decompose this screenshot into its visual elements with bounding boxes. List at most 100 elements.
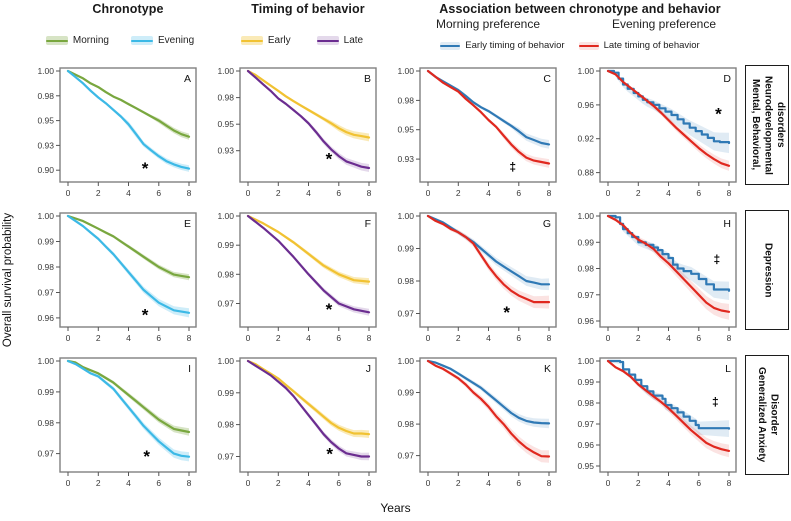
survival-plot-D: 1.00 0.96 0.92 0.88 0 2 4 6 8 D * xyxy=(577,66,737,198)
survival-curve xyxy=(426,359,551,458)
x-tick-label: 2 xyxy=(96,333,101,343)
evening-swatch-icon xyxy=(131,36,153,45)
x-tick-label: 2 xyxy=(96,478,101,488)
panel-J: 1.00 0.99 0.98 0.97 0 2 4 6 8 J * xyxy=(210,352,382,498)
x-tick-label: 0 xyxy=(246,478,251,488)
survival-curve xyxy=(426,69,551,146)
survival-plot-F: 1.00 0.99 0.98 0.97 0 2 4 6 8 F * xyxy=(217,211,377,343)
y-tick-label: 0.93 xyxy=(217,146,234,156)
subheader-morning-preference: Morning preference xyxy=(435,17,541,31)
panel-letter: J xyxy=(366,363,371,375)
panel-H: 1.00 0.99 0.98 0.97 0.96 0 2 4 6 8 H ‡ xyxy=(570,207,742,353)
morning-swatch-icon xyxy=(45,36,68,45)
x-tick-label: 2 xyxy=(636,333,641,343)
row-label-box-mental-behavioral: Mental, Behavioral, Neurodevelopmental d… xyxy=(745,65,789,185)
row-label-box-generalized-anxiety: Generalized Anxiety Disorder xyxy=(745,355,789,475)
y-tick-label: 0.97 xyxy=(397,309,414,319)
panel-K: 1.00 0.99 0.98 0.97 0 2 4 6 8 K xyxy=(390,352,562,498)
confidence-band xyxy=(428,215,549,309)
y-tick-label: 0.99 xyxy=(217,388,234,398)
y-tick-label: 0.95 xyxy=(577,461,594,471)
significance-asterisk: * xyxy=(142,305,149,324)
x-tick-label: 8 xyxy=(367,188,372,198)
x-tick-label: 4 xyxy=(126,188,131,198)
significance-asterisk: * xyxy=(143,447,150,466)
panel-letter: D xyxy=(723,73,731,85)
y-tick-label: 1.00 xyxy=(217,66,234,76)
x-tick-label: 0 xyxy=(606,333,611,343)
survival-plot-A: 1.00 0.98 0.95 0.93 0.90 0 2 4 6 8 A * xyxy=(37,66,197,198)
panel-letter: A xyxy=(184,73,191,85)
plot-border xyxy=(599,67,737,183)
panel-F: 1.00 0.99 0.98 0.97 0 2 4 6 8 F * xyxy=(210,207,382,353)
y-tick-label: 1.00 xyxy=(577,356,594,366)
significance-asterisk: * xyxy=(715,105,722,124)
y-tick-label: 0.97 xyxy=(217,452,234,462)
y-tick-label: 0.98 xyxy=(577,264,594,274)
legend-association: Early timing of behavior Late timing of … xyxy=(400,40,740,51)
x-tick-label: 2 xyxy=(636,188,641,198)
x-tick-label: 2 xyxy=(456,188,461,198)
survival-curve xyxy=(426,69,551,165)
panel-letter: F xyxy=(365,218,371,230)
x-tick-label: 2 xyxy=(276,333,281,343)
x-tick-label: 6 xyxy=(156,333,161,343)
y-tick-label: 0.98 xyxy=(37,418,54,428)
y-tick-label: 0.98 xyxy=(37,262,54,272)
panel-letter: L xyxy=(725,363,731,375)
early-timing-swatch-icon xyxy=(440,41,461,50)
x-tick-label: 2 xyxy=(456,478,461,488)
legend-item-early: Early xyxy=(240,35,291,46)
x-tick-label: 8 xyxy=(367,478,372,488)
x-tick-label: 2 xyxy=(636,478,641,488)
x-tick-label: 6 xyxy=(156,188,161,198)
column-header-chronotype: Chronotype xyxy=(92,2,164,16)
y-tick-label: 0.95 xyxy=(397,125,414,135)
panel-letter: H xyxy=(723,218,731,230)
confidence-band xyxy=(248,70,369,142)
panel-letter: K xyxy=(544,363,551,375)
x-tick-label: 4 xyxy=(306,188,311,198)
y-tick-label: 1.00 xyxy=(217,356,234,366)
legend-label: Late timing of behavior xyxy=(603,40,700,51)
x-tick-label: 4 xyxy=(666,188,671,198)
y-tick-label: 0.93 xyxy=(397,154,414,164)
x-tick-label: 6 xyxy=(156,478,161,488)
x-tick-label: 8 xyxy=(187,478,192,488)
y-tick-label: 0.98 xyxy=(217,269,234,279)
y-tick-label: 0.98 xyxy=(397,95,414,105)
plot-border xyxy=(419,67,557,183)
confidence-band xyxy=(68,360,189,462)
panel-letter: E xyxy=(184,218,191,230)
survival-curve xyxy=(66,214,191,279)
y-tick-label: 0.98 xyxy=(397,419,414,429)
survival-plot-G: 1.00 0.99 0.98 0.97 0 2 4 6 8 G * xyxy=(397,211,557,343)
y-tick-label: 1.00 xyxy=(397,356,414,366)
x-tick-label: 8 xyxy=(187,333,192,343)
survival-curve xyxy=(606,214,731,313)
x-tick-label: 8 xyxy=(547,188,552,198)
y-tick-label: 0.97 xyxy=(577,290,594,300)
y-tick-label: 0.96 xyxy=(577,440,594,450)
y-tick-label: 1.00 xyxy=(577,211,594,221)
survival-curve xyxy=(606,359,731,430)
x-tick-label: 0 xyxy=(246,188,251,198)
x-tick-label: 6 xyxy=(516,333,521,343)
y-tick-label: 0.97 xyxy=(397,451,414,461)
survival-curve xyxy=(246,359,371,436)
survival-plot-E: 1.00 0.99 0.98 0.97 0.96 0 2 4 6 8 E * xyxy=(37,211,197,343)
legend-timing: Early Late xyxy=(222,35,382,46)
x-tick-label: 8 xyxy=(547,478,552,488)
confidence-band xyxy=(68,215,189,318)
y-tick-label: 0.97 xyxy=(577,419,594,429)
x-tick-label: 8 xyxy=(727,478,732,488)
survival-curve xyxy=(426,214,551,286)
x-tick-label: 0 xyxy=(66,333,71,343)
significance-asterisk: * xyxy=(326,444,333,463)
y-tick-label: 0.99 xyxy=(37,237,54,247)
x-tick-label: 0 xyxy=(426,478,431,488)
y-tick-label: 0.98 xyxy=(397,276,414,286)
x-tick-label: 6 xyxy=(696,188,701,198)
significance-asterisk: * xyxy=(326,149,333,168)
